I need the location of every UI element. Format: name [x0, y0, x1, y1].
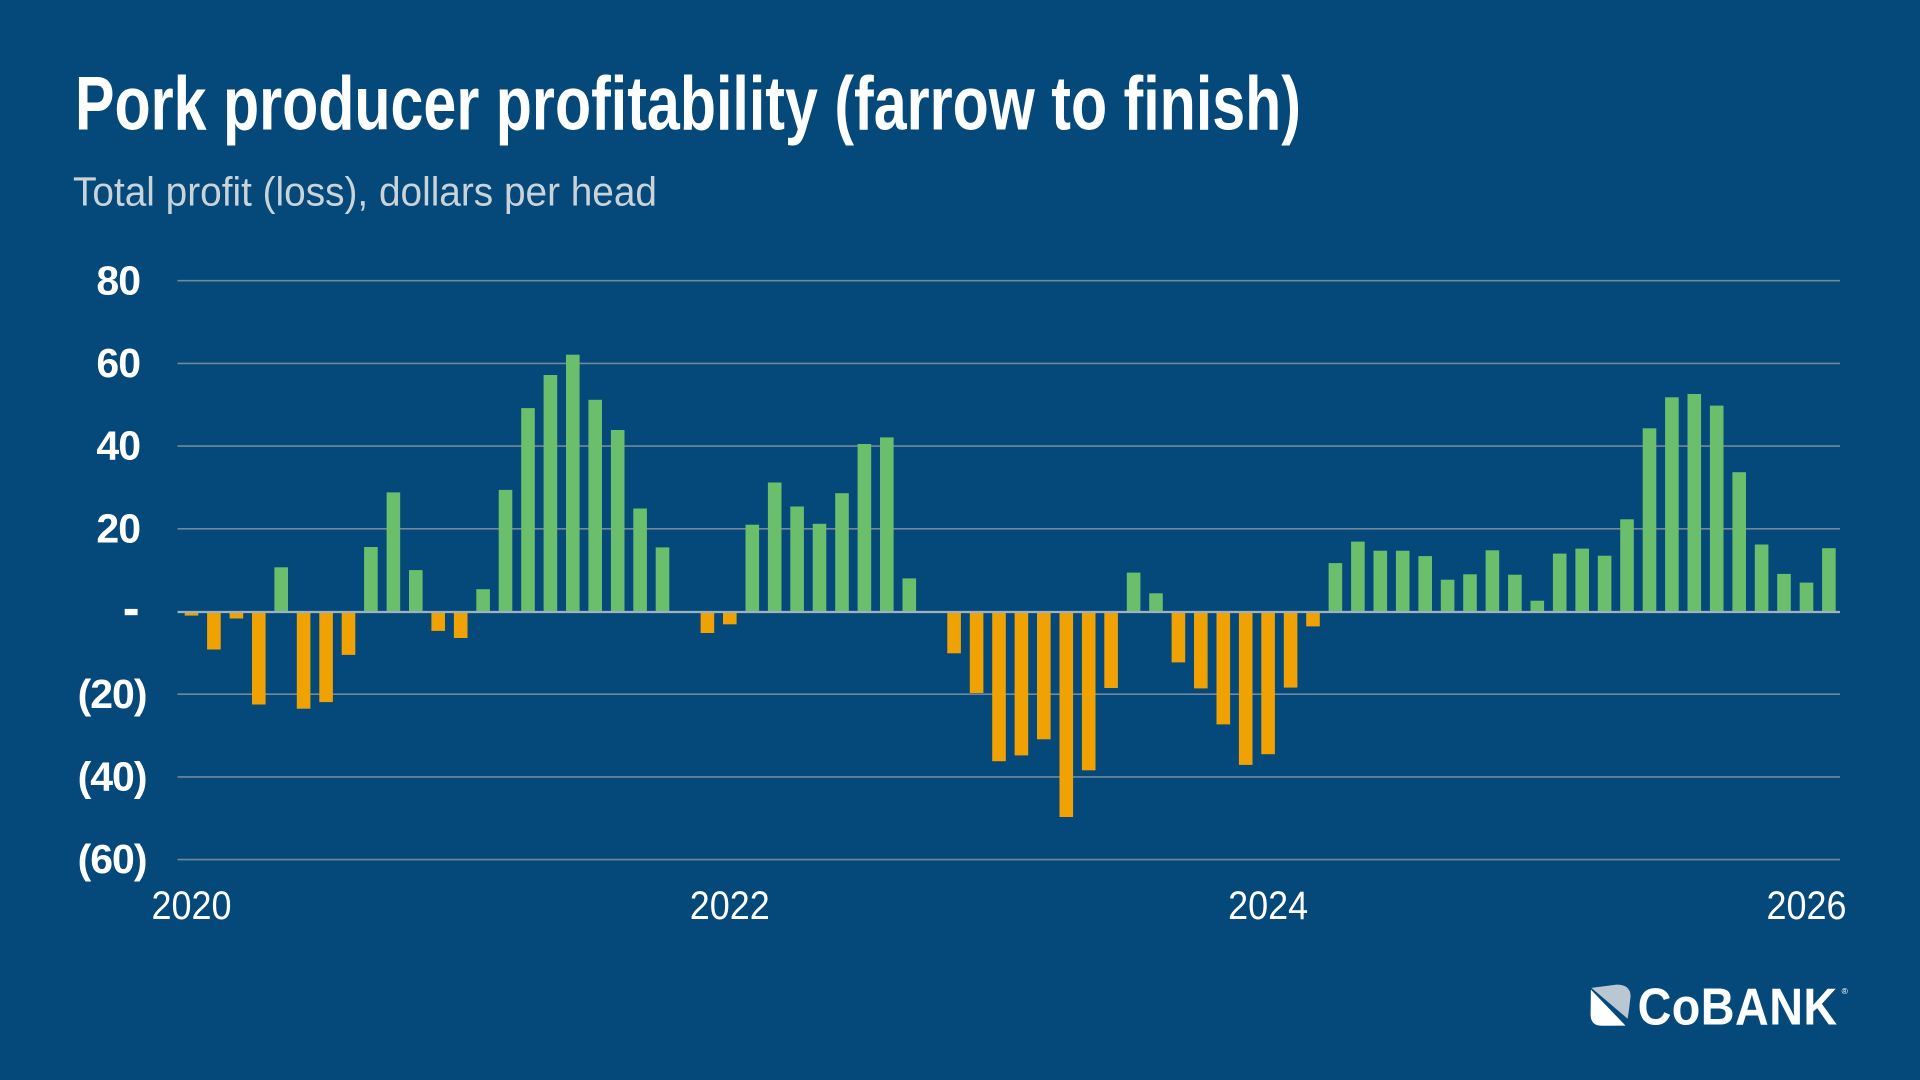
svg-text:20: 20	[96, 505, 140, 551]
svg-text:80: 80	[96, 257, 140, 303]
svg-text:2026: 2026	[1767, 884, 1847, 928]
svg-text:(40): (40)	[78, 754, 147, 800]
svg-text:Total profit (loss), dollars p: Total profit (loss), dollars per head	[73, 169, 657, 215]
svg-text:2020: 2020	[152, 884, 232, 928]
svg-text:2022: 2022	[690, 884, 770, 928]
svg-text:60: 60	[96, 340, 140, 386]
svg-text:2024: 2024	[1228, 884, 1308, 928]
svg-text:(20): (20)	[78, 671, 147, 717]
svg-text:Pork producer profitability (f: Pork producer profitability (farrow to f…	[75, 61, 1301, 146]
svg-text:(60): (60)	[78, 836, 147, 882]
svg-text:®: ®	[1842, 986, 1849, 996]
svg-text:CoBANK: CoBANK	[1638, 979, 1838, 1037]
svg-text:40: 40	[96, 423, 140, 469]
